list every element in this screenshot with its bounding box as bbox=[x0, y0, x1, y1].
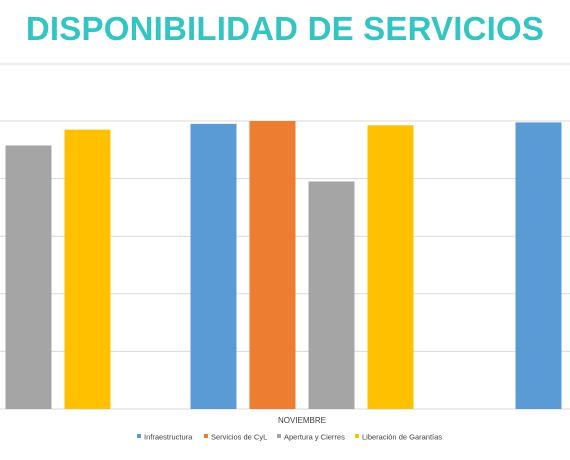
x-axis-labels: NOVIEMBRE bbox=[278, 416, 326, 425]
legend-swatch bbox=[204, 434, 208, 438]
x-tick-label: NOVIEMBRE bbox=[278, 416, 326, 425]
legend-label: Liberación de Garantías bbox=[362, 433, 442, 442]
legend-label: Infraestructura bbox=[144, 433, 193, 442]
legend-label: Servicios de CyL bbox=[211, 433, 267, 442]
bar-liberaci-n-de-garant-as bbox=[64, 129, 111, 409]
bar-apertura-y-cierres bbox=[5, 145, 52, 410]
bar-apertura-y-cierres bbox=[308, 181, 355, 409]
bar-infraestructura bbox=[190, 123, 237, 409]
legend: Infraestructura Servicios de CyL Apertura … bbox=[137, 433, 442, 442]
legend-swatch bbox=[277, 434, 281, 438]
legend-label: Apertura y Cierres bbox=[284, 433, 345, 442]
bar-liberaci-n-de-garant-as bbox=[367, 125, 414, 409]
legend-swatch bbox=[355, 434, 359, 438]
bar-servicios-de-cyl bbox=[249, 121, 296, 409]
bars bbox=[5, 121, 562, 410]
chart-title: DISPONIBILIDAD DE SERVICIOS bbox=[25, 10, 545, 47]
legend-swatch bbox=[137, 434, 141, 438]
bar-infraestructura bbox=[515, 122, 562, 409]
